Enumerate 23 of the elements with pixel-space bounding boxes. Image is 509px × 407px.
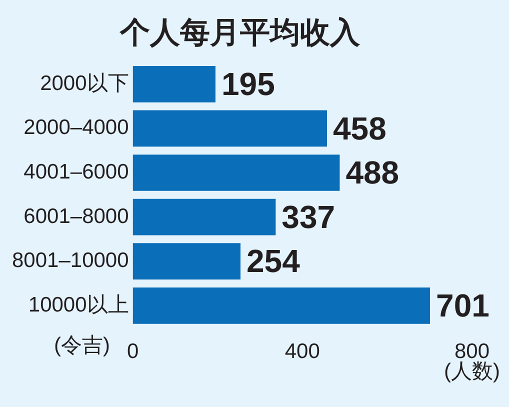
- y-tick-label: 2000–4000: [24, 116, 129, 140]
- chart-title: 个人每月平均收入: [119, 16, 361, 50]
- bar: [132, 198, 276, 236]
- data-label: 195: [221, 66, 275, 102]
- y-tick-label: 4001–6000: [24, 160, 129, 184]
- y-tick-label: 2000以下: [40, 72, 129, 95]
- data-label: 488: [346, 154, 400, 191]
- x-tick-label: 0: [126, 340, 139, 364]
- y-tick-label: 8001–10000: [12, 249, 129, 272]
- bar: [132, 243, 240, 280]
- bar: [132, 154, 340, 191]
- y-tick-label: 10000以上: [28, 293, 129, 316]
- bar: [132, 66, 216, 102]
- bar: [132, 287, 430, 324]
- bar: [132, 110, 327, 147]
- y-tick-label: 6001–8000: [24, 204, 129, 228]
- data-label: 254: [246, 243, 300, 280]
- y-axis-title: (令吉): [54, 334, 110, 358]
- data-label: 701: [436, 287, 490, 324]
- data-label: 458: [332, 110, 386, 146]
- x-tick-label: 400: [284, 340, 320, 364]
- data-label: 337: [282, 198, 336, 235]
- x-axis-title: (人数): [444, 360, 500, 384]
